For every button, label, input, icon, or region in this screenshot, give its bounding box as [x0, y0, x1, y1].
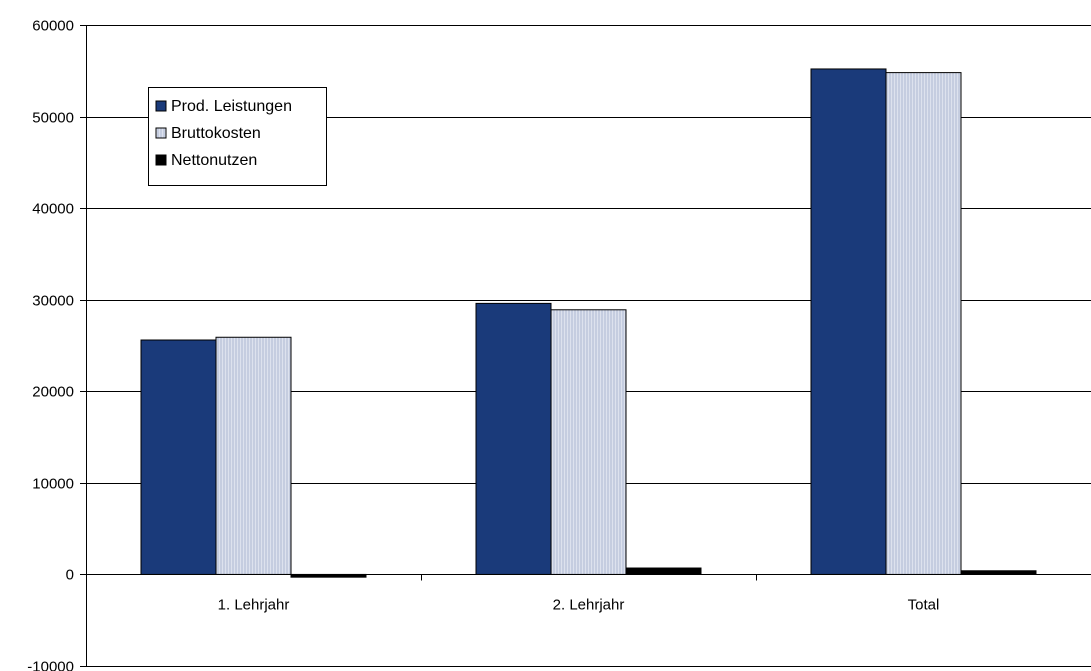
legend-label: Prod. Leistungen — [171, 98, 292, 115]
y-tick-label: 10000 — [32, 476, 74, 493]
bar-prod-leistungen — [140, 339, 217, 575]
x-tick-label: 1. Lehrjahr — [218, 596, 290, 613]
axes — [80, 25, 1091, 667]
bar-bruttokosten — [215, 336, 292, 575]
legend-label: Bruttokosten — [171, 125, 261, 142]
legend-swatch — [155, 100, 167, 112]
legend-swatch — [155, 154, 167, 166]
bar-nettonutzen — [625, 567, 702, 575]
bar-prod-leistungen — [810, 68, 887, 575]
bar-bruttokosten — [885, 72, 962, 575]
y-tick-label: 0 — [66, 567, 74, 584]
y-tick-label: -10000 — [27, 659, 74, 671]
bar-bruttokosten — [550, 309, 627, 575]
x-tick-label: 2. Lehrjahr — [553, 596, 625, 613]
legend-swatch — [155, 127, 167, 139]
legend-label: Nettonutzen — [171, 152, 257, 169]
bar-nettonutzen — [960, 570, 1037, 575]
legend: Prod. Leistungen Bruttokosten Nettonutzen — [148, 87, 327, 186]
x-tick-labels: 1. Lehrjahr 2. Lehrjahr Total — [218, 596, 940, 613]
y-tick-label: 50000 — [32, 110, 74, 127]
y-tick-labels: -10000 0 10000 20000 30000 40000 50000 60000 — [27, 18, 74, 671]
legend-box — [148, 87, 327, 186]
x-tick-label: Total — [908, 596, 940, 613]
y-tick-label: 60000 — [32, 18, 74, 35]
y-tick-label: 40000 — [32, 201, 74, 218]
bar-prod-leistungen — [475, 302, 552, 575]
bars — [140, 68, 1037, 578]
y-tick-label: 20000 — [32, 384, 74, 401]
y-tick-label: 30000 — [32, 293, 74, 310]
